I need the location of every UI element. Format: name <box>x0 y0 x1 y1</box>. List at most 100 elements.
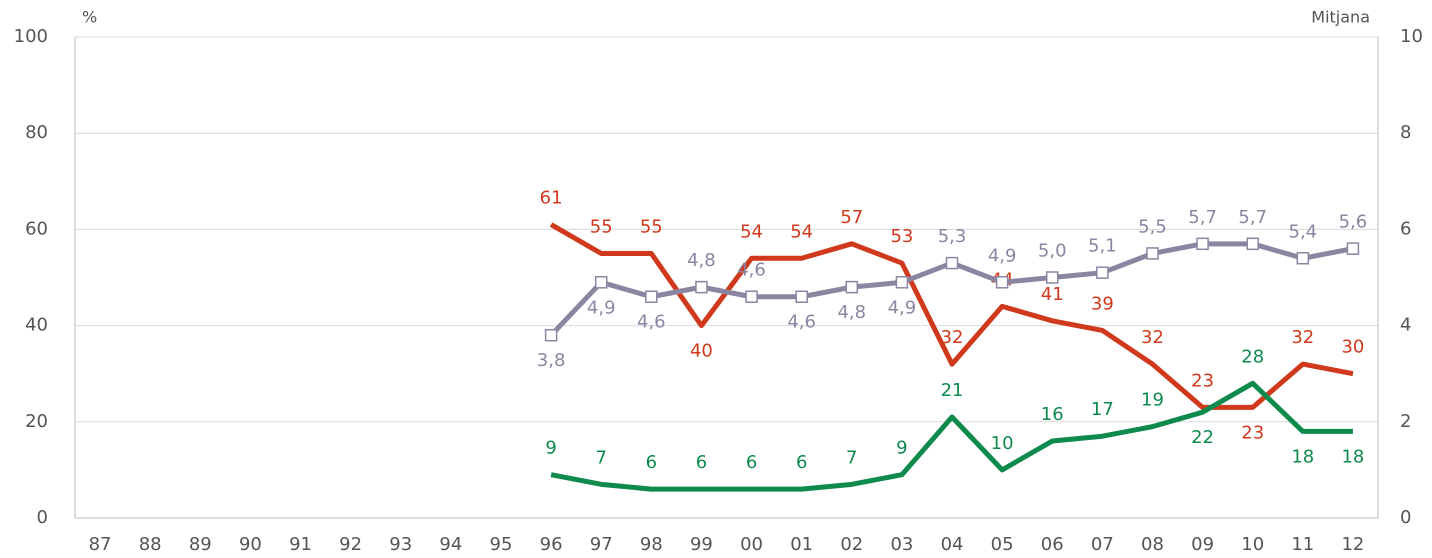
data-label: 54 <box>740 221 763 242</box>
x-tick-label: 00 <box>740 534 763 555</box>
y2-tick-label: 6 <box>1400 218 1411 239</box>
x-tick-label: 12 <box>1341 534 1364 555</box>
data-label: 4,9 <box>888 297 917 318</box>
data-label: 39 <box>1091 293 1114 314</box>
marker <box>1296 252 1310 265</box>
marker <box>945 256 959 270</box>
data-label: 30 <box>1341 337 1364 358</box>
y-tick-label: 60 <box>25 218 48 239</box>
data-label: 32 <box>1291 327 1314 348</box>
data-label: 32 <box>1141 327 1164 348</box>
data-label: 23 <box>1191 370 1214 391</box>
data-label: 28 <box>1241 346 1264 367</box>
marker <box>845 280 859 294</box>
series-line <box>549 222 1354 410</box>
marker <box>1346 242 1360 255</box>
x-tick-label: 06 <box>1041 534 1064 555</box>
data-label: 5,7 <box>1188 207 1217 228</box>
data-label: 4,9 <box>587 297 616 318</box>
data-label: 19 <box>1141 390 1164 411</box>
y2-tick-label: 4 <box>1400 315 1411 336</box>
marker <box>544 328 558 342</box>
x-tick-label: 87 <box>89 534 112 555</box>
data-label: 5,1 <box>1088 236 1117 257</box>
x-tick-label: 88 <box>139 534 162 555</box>
data-label: 4,8 <box>837 302 866 323</box>
data-label: 6 <box>696 452 707 473</box>
data-label: 61 <box>540 188 563 209</box>
data-label: 18 <box>1341 446 1364 467</box>
data-label: 16 <box>1041 404 1064 425</box>
data-label: 55 <box>640 216 663 237</box>
data-label: 41 <box>1041 284 1064 305</box>
data-label: 9 <box>545 438 556 459</box>
y2-tick-label: 0 <box>1400 507 1411 528</box>
data-label: 53 <box>890 226 913 247</box>
marker <box>1096 266 1109 279</box>
x-tick-label: 89 <box>189 534 212 555</box>
marker <box>695 280 708 294</box>
y-tick-label: 80 <box>25 122 48 143</box>
data-label: 4,6 <box>787 312 816 333</box>
data-label: 5,3 <box>938 226 967 247</box>
marker <box>1246 237 1259 251</box>
marker <box>594 276 608 289</box>
data-label: 10 <box>991 433 1014 454</box>
x-tick-label: 05 <box>991 534 1014 555</box>
x-tick-label: 11 <box>1291 534 1314 555</box>
x-tick-label: 99 <box>690 534 713 555</box>
x-tick-label: 94 <box>439 534 462 555</box>
x-tick-label: 95 <box>490 534 513 555</box>
series-line <box>550 380 1353 492</box>
x-tick-label: 93 <box>389 534 412 555</box>
data-label: 3,8 <box>537 350 566 371</box>
data-label: 6 <box>796 452 807 473</box>
data-label: 57 <box>840 207 863 228</box>
data-label: 4,9 <box>988 245 1017 266</box>
data-label: 7 <box>846 447 857 468</box>
data-label: 23 <box>1241 422 1264 443</box>
data-label: 40 <box>690 341 713 362</box>
data-label: 6 <box>746 452 757 473</box>
marker <box>645 290 658 303</box>
x-tick-label: 10 <box>1241 534 1264 555</box>
y-axis-label: % <box>82 8 97 27</box>
y-tick-label: 40 <box>25 315 48 336</box>
data-label: 4,6 <box>637 312 666 333</box>
y2-tick-label: 8 <box>1400 122 1411 143</box>
marker <box>745 290 758 303</box>
marker <box>995 276 1009 289</box>
x-tick-label: 08 <box>1141 534 1164 555</box>
data-label: 5,7 <box>1238 207 1267 228</box>
x-tick-label: 92 <box>339 534 362 555</box>
data-label: 4,6 <box>737 260 766 281</box>
marker <box>895 276 909 289</box>
x-tick-label: 07 <box>1091 534 1114 555</box>
x-tick-label: 90 <box>239 534 262 555</box>
data-label: 55 <box>590 216 613 237</box>
x-tick-label: 96 <box>540 534 563 555</box>
data-label: 9 <box>896 438 907 459</box>
x-tick-label: 97 <box>590 534 613 555</box>
x-tick-label: 03 <box>890 534 913 555</box>
y-tick-label: 100 <box>14 26 48 47</box>
data-label: 54 <box>790 221 813 242</box>
marker <box>1146 247 1159 260</box>
y2-tick-label: 10 <box>1400 26 1423 47</box>
x-tick-label: 09 <box>1191 534 1214 555</box>
y-tick-label: 0 <box>37 507 48 528</box>
data-label: 17 <box>1091 399 1114 420</box>
data-label: 5,6 <box>1339 212 1368 233</box>
marker <box>1046 271 1059 284</box>
x-tick-label: 91 <box>289 534 312 555</box>
data-label: 32 <box>941 327 964 348</box>
marker <box>795 290 808 303</box>
data-label: 5,4 <box>1289 221 1318 242</box>
x-tick-label: 02 <box>840 534 863 555</box>
data-label: 6 <box>646 452 657 473</box>
data-label: 18 <box>1291 446 1314 467</box>
data-label: 5,0 <box>1038 241 1067 262</box>
marker <box>1196 237 1209 251</box>
data-label: 5,5 <box>1138 216 1167 237</box>
